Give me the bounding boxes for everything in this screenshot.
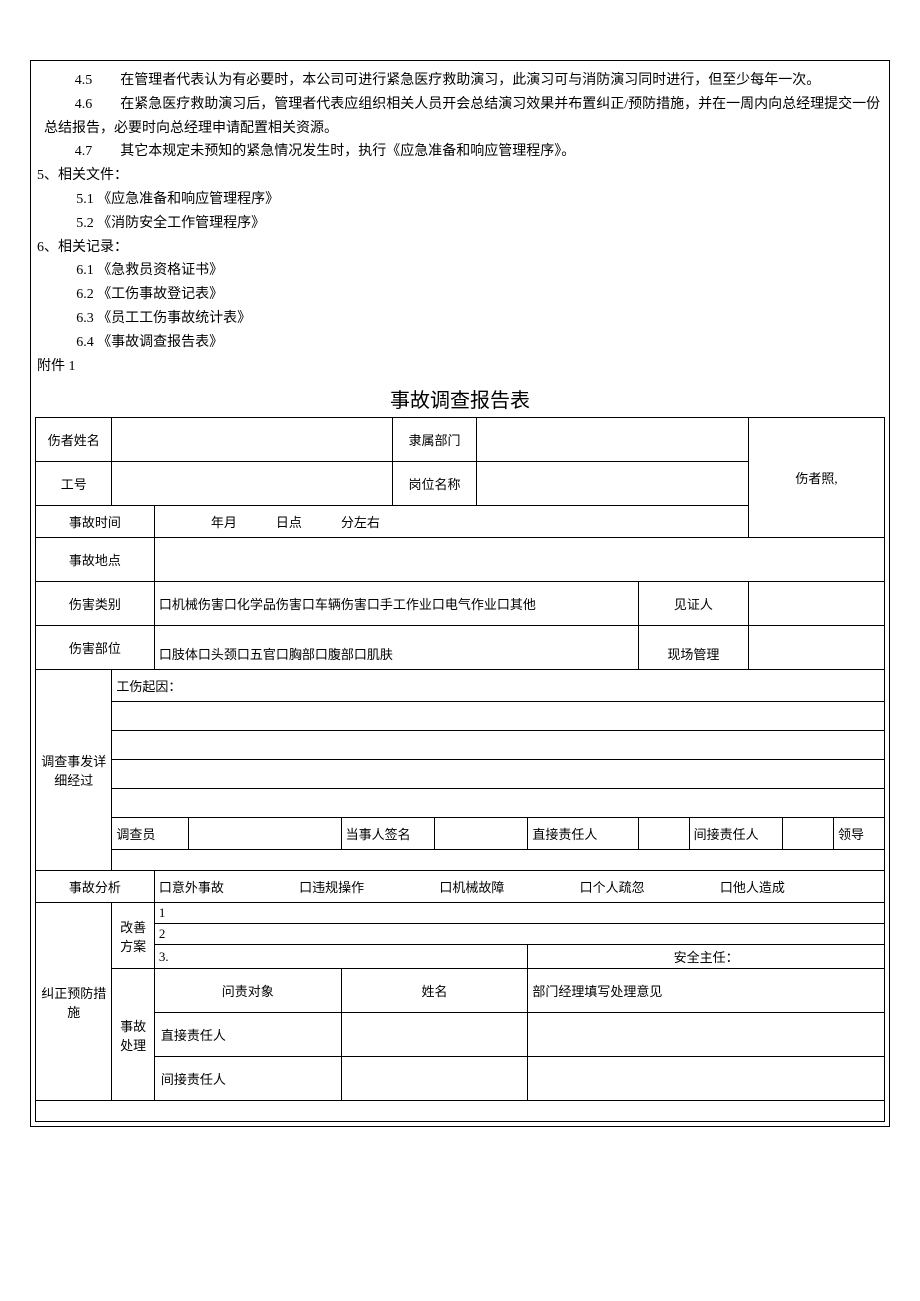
value-accident-time[interactable]: 年月 日点 分左右 [154,506,748,538]
label-party-sign: 当事人签名 [341,818,434,850]
item-6-4: 6.4 《事故调查报告表》 [37,331,883,355]
label-safety-director: 安全主任： [528,945,885,969]
label-direct-resp2: 直接责任人 [154,1013,341,1057]
label-employee-id: 工号 [36,462,112,506]
value-accident-place[interactable] [154,538,884,582]
attachment-label: 附件 1 [37,355,883,379]
value-injured-name[interactable] [112,418,392,462]
value-analysis[interactable]: 口意外事故 口违规操作 口机械故障 口个人疏忽 口他人造成 [154,871,884,903]
value-direct-resp2-opinion[interactable] [528,1013,885,1057]
paragraph-4-6: 4.6 在紧急医疗救助演习后，管理者代表应组织相关人员开会总结演习效果并布置纠正… [37,93,883,141]
bottom-blank-row [36,1101,885,1122]
label-position: 岗位名称 [392,462,477,506]
section-5-title: 5、相关文件： [37,164,883,188]
value-injury-type[interactable]: 口机械伤害口化学品伤害口车辆伤害口手工作业口电气作业口其他 [154,582,638,626]
investigation-line-4[interactable] [112,789,885,818]
label-injured-name: 伤者姓名 [36,418,112,462]
label-investigation: 调查事发详细经过 [36,670,112,871]
document-frame: 4.5 在管理者代表认为有必要时，本公司可进行紧急医疗救助演习，此演习可与消防演… [30,60,890,1127]
value-injury-part[interactable]: 口肢体口头颈口五官口胸部口腹部口肌肤 [154,626,638,670]
value-indirect-resp2-name[interactable] [341,1057,528,1101]
label-investigator: 调查员 [112,818,188,850]
text-content: 4.5 在管理者代表认为有必要时，本公司可进行紧急医疗救助演习，此演习可与消防演… [35,69,885,378]
label-witness: 见证人 [638,582,748,626]
label-name: 姓名 [341,969,528,1013]
item-6-3: 6.3 《员工工伤事故统计表》 [37,307,883,331]
label-corrective: 纠正预防措施 [36,903,112,1101]
investigation-line-5[interactable] [112,850,885,871]
item-6-1: 6.1 《急救员资格证书》 [37,259,883,283]
value-employee-id[interactable] [112,462,392,506]
investigation-line-3[interactable] [112,760,885,789]
label-indirect-resp2: 间接责任人 [154,1057,341,1101]
value-investigator[interactable] [188,818,341,850]
investigation-line-2[interactable] [112,731,885,760]
form-title: 事故调查报告表 [35,384,885,413]
label-accident-time: 事故时间 [36,506,155,538]
paragraph-4-7: 4.7 其它本规定未预知的紧急情况发生时，执行《应急准备和响应管理程序》。 [37,140,883,164]
paragraph-4-5: 4.5 在管理者代表认为有必要时，本公司可进行紧急医疗救助演习，此演习可与消防演… [37,69,883,93]
plan-item-3[interactable]: 3. [154,945,528,969]
section-6-title: 6、相关记录： [37,236,883,260]
plan-item-2[interactable]: 2 [154,924,884,945]
value-scene-mgmt[interactable] [749,626,885,670]
label-accident-place: 事故地点 [36,538,155,582]
value-direct-responsible[interactable] [638,818,689,850]
accident-report-table: 伤者姓名 隶属部门 伤者照, 工号 岗位名称 事故时间 年月 日点 分左右 事故… [35,417,885,1122]
value-party-sign[interactable] [434,818,527,850]
label-improve-plan: 改善方案 [112,903,154,969]
label-analysis: 事故分析 [36,871,155,903]
item-6-2: 6.2 《工伤事故登记表》 [37,283,883,307]
value-indirect-resp2-opinion[interactable] [528,1057,885,1101]
value-direct-resp2-name[interactable] [341,1013,528,1057]
item-5-1: 5.1 《应急准备和响应管理程序》 [37,188,883,212]
value-position[interactable] [477,462,749,506]
label-blame-target: 问责对象 [154,969,341,1013]
label-scene-mgmt: 现场管理 [638,626,748,670]
value-witness[interactable] [749,582,885,626]
item-5-2: 5.2 《消防安全工作管理程序》 [37,212,883,236]
label-dept-mgr-opinion: 部门经理填写处理意见 [528,969,885,1013]
label-injury-type: 伤害类别 [36,582,155,626]
label-leader: 领导 [833,818,884,850]
label-indirect-responsible: 间接责任人 [689,818,782,850]
value-department[interactable] [477,418,749,462]
label-injury-part: 伤害部位 [36,626,155,670]
label-accident-handle: 事故处理 [112,969,154,1101]
label-cause: 工伤起因： [112,670,885,702]
value-indirect-responsible[interactable] [783,818,834,850]
plan-item-1[interactable]: 1 [154,903,884,924]
label-direct-responsible: 直接责任人 [528,818,638,850]
label-photo: 伤者照, [749,418,885,538]
label-department: 隶属部门 [392,418,477,462]
investigation-line-1[interactable] [112,702,885,731]
